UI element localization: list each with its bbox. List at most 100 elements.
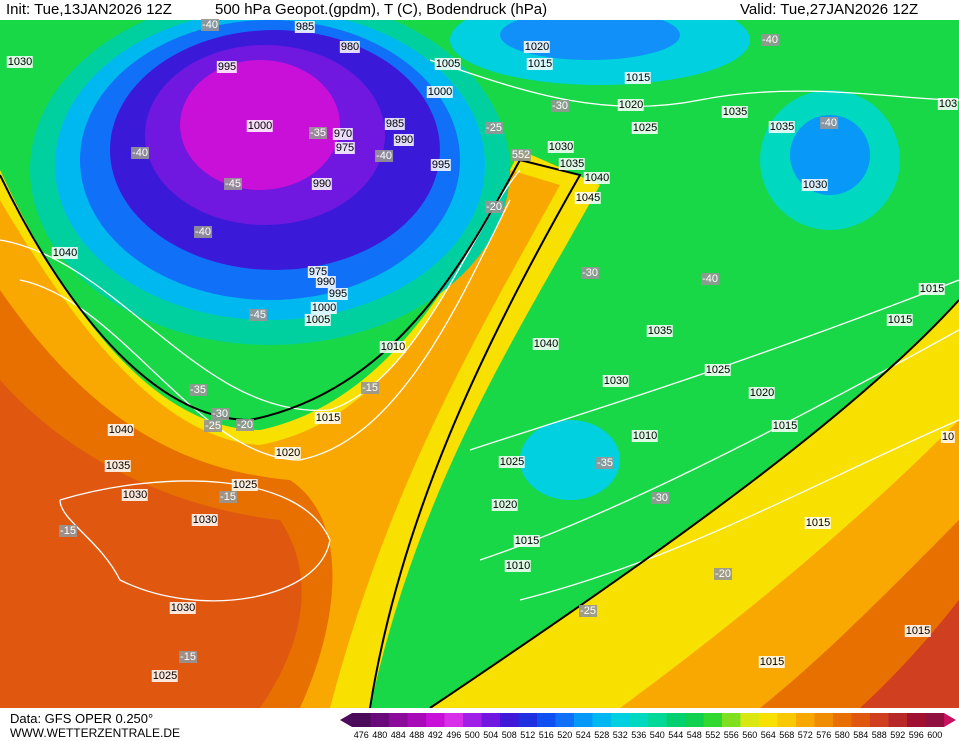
colorbar-tick-label: 596	[908, 730, 924, 740]
colorbar-high-arrow	[944, 713, 956, 727]
pressure-label: 1025	[151, 670, 179, 682]
east-blue	[790, 115, 870, 195]
pressure-label: 1000	[426, 86, 454, 98]
pressure-label: 970	[332, 128, 354, 140]
colorbar-tick-label: 508	[501, 730, 517, 740]
pressure-label: 1015	[624, 72, 652, 84]
central-cyan	[520, 420, 620, 500]
temperature-label: -15	[179, 651, 197, 663]
temperature-label: -35	[309, 127, 327, 139]
pressure-label: 1040	[532, 338, 560, 350]
temperature-label: -35	[189, 384, 207, 396]
colorbar-tick-label: 580	[834, 730, 850, 740]
colorbar-tick-label: 512	[520, 730, 536, 740]
southeast-red	[860, 600, 959, 708]
pressure-label: 103	[937, 98, 959, 110]
colorbar-swatch	[777, 713, 797, 727]
colorbar-swatch	[685, 713, 704, 727]
colorbar-swatch	[370, 713, 390, 727]
colorbar-tick-label: 520	[557, 730, 573, 740]
pressure-label: 975	[307, 266, 329, 278]
colorbar-tick-label: 492	[427, 730, 443, 740]
temperature-label: -40	[820, 117, 838, 129]
temperature-label: -15	[219, 491, 237, 503]
colorbar-swatch	[648, 713, 667, 727]
pressure-label: 1005	[304, 314, 332, 326]
pressure-label: 1020	[748, 387, 776, 399]
pressure-label: 980	[339, 41, 361, 53]
pressure-label: 1040	[583, 172, 611, 184]
temperature-label: -15	[361, 382, 379, 394]
site: WWW.WETTERZENTRALE.DE	[10, 726, 180, 740]
pressure-label: 1015	[314, 412, 342, 424]
pressure-label: 1015	[526, 58, 554, 70]
pressure-label: 1035	[558, 158, 586, 170]
pressure-label: 1030	[801, 179, 829, 191]
colorbar-swatch	[814, 713, 834, 727]
colorbar-swatch	[352, 713, 371, 727]
pressure-label: 1015	[904, 625, 932, 637]
valid-time: Valid: Tue,27JAN2026 12Z	[740, 1, 919, 18]
temperature-label: -45	[249, 309, 267, 321]
pressure-label: 1020	[274, 447, 302, 459]
pressure-label: 1015	[758, 656, 786, 668]
pressure-label: 1025	[631, 122, 659, 134]
colorbar-swatch	[592, 713, 612, 727]
temperature-label: -30	[211, 408, 229, 420]
pressure-label: 1035	[768, 121, 796, 133]
colorbar-swatch	[888, 713, 908, 727]
pressure-label: 1015	[513, 535, 541, 547]
init-time: Init: Tue,13JAN2026 12Z	[6, 1, 172, 18]
colorbar-swatch	[555, 713, 575, 727]
pressure-label: 1040	[107, 424, 135, 436]
colorbar-tick-label: 500	[464, 730, 480, 740]
colorbar-tick-label: 564	[760, 730, 776, 740]
colorbar-swatch	[518, 713, 538, 727]
pressure-label: 1015	[804, 517, 832, 529]
pressure-label: 990	[315, 276, 337, 288]
colorbar-swatch	[389, 713, 408, 727]
pressure-label: 985	[384, 118, 406, 130]
isobars	[0, 59, 959, 602]
colorbar-tick-label: 568	[779, 730, 795, 740]
pressure-label: 1020	[523, 41, 551, 53]
header-bar	[0, 0, 959, 20]
colorbar-swatch	[574, 713, 593, 727]
colorbar-swatch	[426, 713, 445, 727]
colorbar-swatch	[722, 713, 741, 727]
temperature-label: -25	[579, 605, 597, 617]
pressure-label: 1030	[6, 56, 34, 68]
colorbar-low-arrow	[340, 713, 352, 727]
temperature-label: -40	[375, 150, 393, 162]
temperature-label: -30	[651, 492, 669, 504]
pressure-label: 990	[393, 134, 415, 146]
temperature-label: -20	[236, 419, 254, 431]
colorbar-tick-label: 600	[927, 730, 943, 740]
pressure-label: 1000	[246, 120, 274, 132]
colorbar-swatch	[500, 713, 519, 727]
colorbar-tick-label: 592	[890, 730, 906, 740]
pressure-label: 10	[940, 431, 956, 443]
pressure-label: 1030	[169, 602, 197, 614]
temperature-label: -20	[714, 568, 732, 580]
temperature-label: -40	[194, 226, 212, 238]
pressure-label: 1025	[704, 364, 732, 376]
temperature-label: -35	[596, 457, 614, 469]
warm-red	[0, 380, 302, 708]
pressure-label: 985	[294, 21, 316, 33]
colorbar-swatch	[740, 713, 760, 727]
pressure-label: 1030	[121, 489, 149, 501]
colorbar-tick-label: 484	[390, 730, 406, 740]
colorbar-swatch	[629, 713, 649, 727]
colorbar-swatch	[703, 713, 723, 727]
colorbar-swatch	[463, 713, 482, 727]
pressure-label: 990	[311, 178, 333, 190]
colorbar-swatch	[796, 713, 815, 727]
colorbar-tick-label: 536	[631, 730, 647, 740]
pressure-label: 1025	[498, 456, 526, 468]
pressure-label: 1035	[646, 325, 674, 337]
colorbar-tick-label: 532	[612, 730, 628, 740]
pressure-label: 1005	[434, 58, 462, 70]
